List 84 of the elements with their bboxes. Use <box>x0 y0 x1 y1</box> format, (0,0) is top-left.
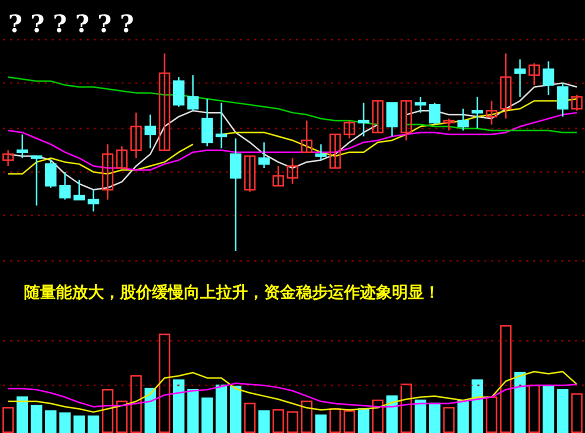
candlestick <box>216 102 228 150</box>
chart-title: 随量能放大，股价缓慢向上拉升，资金稳步运作迹象明显！ <box>24 282 440 302</box>
bar <box>428 402 440 433</box>
candlestick <box>230 138 242 252</box>
candlestick <box>73 179 85 200</box>
candlestick <box>400 100 412 142</box>
bar <box>258 410 270 433</box>
candlestick <box>556 82 568 118</box>
candlestick <box>45 159 56 189</box>
bar <box>201 397 213 433</box>
candlestick <box>300 120 312 153</box>
candlestick <box>358 102 370 138</box>
bar <box>329 408 341 433</box>
bar <box>59 412 71 433</box>
bar <box>45 410 56 433</box>
bar <box>472 379 484 433</box>
candlestick <box>173 76 184 108</box>
bar <box>16 396 28 433</box>
bar <box>386 395 398 433</box>
candlestick <box>514 58 526 98</box>
bar <box>556 388 568 433</box>
bar <box>102 388 114 433</box>
bar <box>286 411 298 433</box>
candlestick <box>286 157 298 185</box>
candlestick <box>59 171 71 200</box>
candlestick <box>258 142 270 169</box>
candlestick <box>500 52 512 120</box>
bar <box>486 396 498 433</box>
candlestick <box>486 100 498 126</box>
candlestick <box>528 62 540 86</box>
candlestick <box>30 155 42 206</box>
bar <box>514 372 526 433</box>
candlestick <box>414 96 426 114</box>
bar <box>144 388 156 433</box>
bar <box>443 407 455 433</box>
candlestick <box>158 52 170 151</box>
bar <box>187 388 199 433</box>
bar <box>315 414 327 433</box>
bar <box>173 379 184 433</box>
candlestick <box>542 60 554 96</box>
candlestick <box>201 98 213 148</box>
bar <box>372 400 384 433</box>
candlestick <box>272 165 284 187</box>
bar <box>528 384 540 433</box>
candlestick <box>428 102 440 126</box>
bar <box>2 407 14 433</box>
candlestick <box>443 118 455 132</box>
candlestick <box>116 146 128 169</box>
bar <box>571 393 583 433</box>
bar <box>300 400 312 433</box>
candlestick <box>88 188 100 212</box>
candlestick <box>102 144 114 200</box>
bar <box>30 404 42 433</box>
candlestick <box>144 114 156 150</box>
bar <box>244 402 256 433</box>
bar <box>116 400 128 433</box>
bar <box>542 386 554 433</box>
candlestick <box>472 96 484 130</box>
candlestick <box>16 134 28 159</box>
bar <box>88 416 100 433</box>
bar <box>158 334 170 433</box>
chart-title: ? ? ? ? ? ? <box>8 10 134 38</box>
candlestick <box>372 100 384 134</box>
candlestick <box>315 144 327 161</box>
candlestick <box>571 94 583 112</box>
candlestick <box>344 120 356 140</box>
bar <box>130 375 142 433</box>
candlestick <box>329 134 341 169</box>
bar <box>500 325 512 433</box>
bar <box>358 408 370 433</box>
bar <box>400 384 412 433</box>
candlestick <box>187 74 199 112</box>
bar <box>73 416 85 433</box>
bar <box>230 386 242 433</box>
candlestick <box>457 108 469 132</box>
bar <box>414 400 426 433</box>
bar <box>344 410 356 433</box>
candlestick <box>2 149 14 167</box>
candlestick <box>244 155 256 192</box>
bar <box>457 400 469 433</box>
candlestick <box>130 112 142 159</box>
bar <box>216 384 228 433</box>
bar <box>272 409 284 433</box>
candlestick <box>386 102 398 138</box>
